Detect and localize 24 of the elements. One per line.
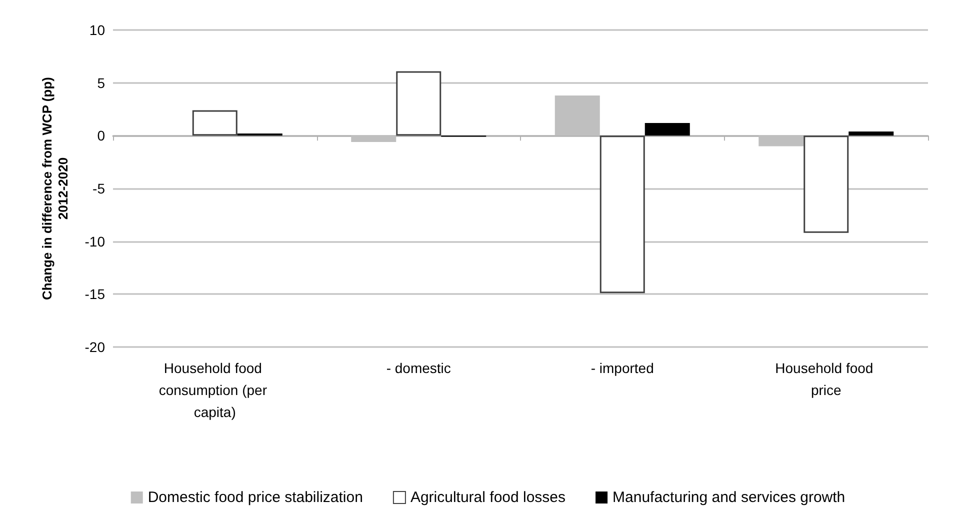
y-tick-label: -15 — [84, 286, 106, 302]
x-tick-label: - imported — [590, 360, 654, 376]
y-tick-label: -10 — [84, 233, 106, 250]
y-tick-label: -20 — [84, 339, 106, 355]
legend-label: Manufacturing and services growth — [612, 489, 846, 506]
bar — [396, 71, 442, 136]
y-tick-label: -5 — [92, 180, 106, 196]
y-tick-label: 5 — [97, 74, 106, 91]
bar — [351, 136, 396, 142]
bar — [848, 131, 894, 136]
bar — [644, 122, 690, 136]
bar — [554, 96, 600, 136]
bar — [804, 136, 849, 233]
x-tick-label: - domestic — [386, 360, 451, 376]
legend-label: Domestic food price stabilization — [148, 489, 363, 506]
bar — [758, 136, 804, 146]
x-tick-label: Household food price — [775, 360, 878, 398]
x-tick-label: Household food consumption (per capita) — [158, 360, 271, 420]
y-tick-label: 10 — [89, 22, 106, 38]
y-tick-label: 0 — [97, 128, 106, 144]
bar — [600, 136, 645, 294]
legend-label: Agricultural food losses — [410, 489, 566, 506]
bar — [192, 110, 238, 136]
y-axis-title: Change in difference from WCP (pp) 2012-2020 — [40, 77, 70, 300]
